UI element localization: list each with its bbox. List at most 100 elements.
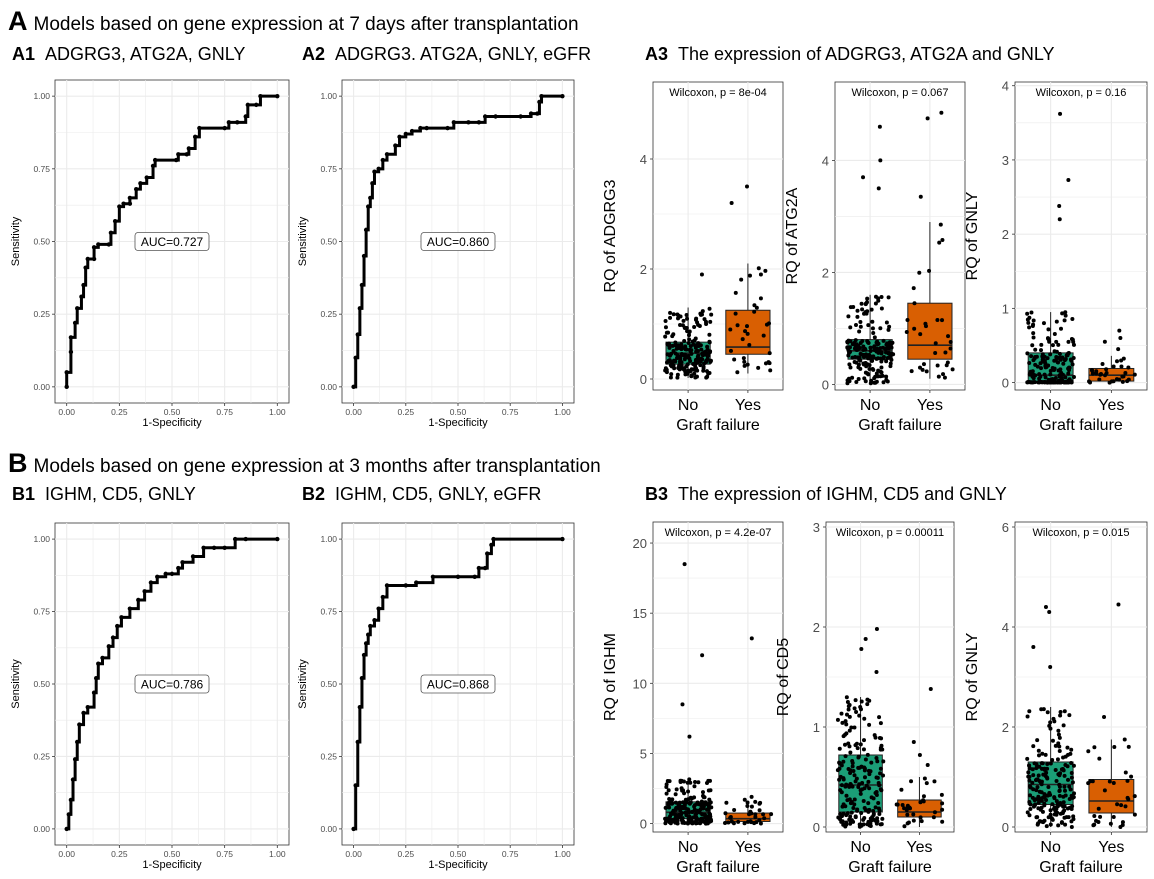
data-point xyxy=(687,337,692,342)
data-point xyxy=(1039,348,1044,353)
y-tick-label: 3 xyxy=(813,520,820,535)
data-point xyxy=(757,818,762,823)
data-point xyxy=(837,777,842,782)
roc-point xyxy=(370,181,375,186)
data-point xyxy=(866,809,871,814)
data-point xyxy=(749,804,754,809)
data-point xyxy=(1047,380,1052,385)
data-point xyxy=(1054,779,1059,784)
data-point xyxy=(747,343,752,348)
data-point xyxy=(881,338,886,343)
x-tick-label: 0.50 xyxy=(450,849,467,859)
data-point xyxy=(1063,375,1068,380)
data-point xyxy=(865,702,870,707)
outlier-point xyxy=(874,670,879,674)
data-point xyxy=(876,341,881,346)
data-point xyxy=(871,811,876,816)
data-point xyxy=(848,750,853,755)
data-point xyxy=(1027,709,1032,714)
x-tick-label: 0.00 xyxy=(345,849,362,859)
data-point xyxy=(698,312,703,317)
data-point xyxy=(948,346,953,351)
data-point xyxy=(768,368,773,373)
roc-point xyxy=(163,571,168,577)
data-point xyxy=(867,366,872,371)
data-point xyxy=(912,326,917,331)
x-tick-label: No xyxy=(678,839,699,856)
data-point xyxy=(1036,753,1041,758)
roc-point xyxy=(376,606,381,611)
data-point xyxy=(861,798,866,803)
data-point xyxy=(1057,749,1062,754)
x-tick-label: Yes xyxy=(1098,397,1124,414)
x-axis-label: 1-Specificity xyxy=(428,417,488,429)
data-point xyxy=(1126,744,1131,749)
data-point xyxy=(673,792,678,797)
data-point xyxy=(678,808,683,813)
outlier-point xyxy=(692,338,697,343)
x-tick-label: 0.50 xyxy=(164,849,181,859)
data-point xyxy=(1097,756,1102,761)
data-point xyxy=(841,822,846,827)
data-point xyxy=(1045,336,1050,341)
data-point xyxy=(1026,770,1031,775)
x-tick-label: Yes xyxy=(735,839,761,856)
data-point xyxy=(753,799,758,804)
roc-point xyxy=(430,574,436,579)
data-point xyxy=(693,345,698,350)
roc-point xyxy=(81,282,86,288)
data-point xyxy=(840,720,845,725)
data-point xyxy=(1132,372,1137,377)
data-point xyxy=(693,368,698,373)
data-point xyxy=(1028,793,1033,798)
data-point xyxy=(924,781,929,786)
data-point xyxy=(732,357,737,362)
data-point xyxy=(1057,782,1062,787)
data-point xyxy=(1064,815,1069,820)
data-point xyxy=(708,817,713,822)
data-point xyxy=(1067,713,1072,718)
x-tick-label: No xyxy=(1040,839,1061,856)
data-point xyxy=(1120,379,1125,384)
data-point xyxy=(1117,377,1122,382)
data-point xyxy=(663,319,668,324)
data-point xyxy=(1040,809,1045,814)
data-point xyxy=(705,344,710,349)
data-point xyxy=(879,306,884,311)
data-point xyxy=(888,354,893,359)
data-point xyxy=(877,783,882,788)
data-point xyxy=(1033,802,1038,807)
roc-point xyxy=(201,545,206,550)
data-point xyxy=(843,754,848,759)
outlier-point xyxy=(918,194,923,199)
roc-point xyxy=(482,114,488,119)
data-point xyxy=(1048,812,1053,817)
data-point xyxy=(1086,749,1091,754)
outlier-point xyxy=(749,794,754,799)
roc-point xyxy=(136,597,141,603)
roc-point xyxy=(148,580,154,585)
roc-point xyxy=(363,641,369,646)
data-point xyxy=(1035,738,1040,743)
data-point xyxy=(1053,768,1058,773)
data-point xyxy=(1039,790,1044,795)
y-tick-label: 1 xyxy=(813,720,820,735)
x-tick-label: 0.50 xyxy=(164,407,181,417)
data-point xyxy=(671,808,676,813)
data-point xyxy=(675,353,680,358)
roc-point xyxy=(403,131,408,137)
data-point xyxy=(905,812,910,817)
data-point xyxy=(1048,761,1053,766)
data-point xyxy=(1065,764,1070,769)
data-point xyxy=(863,757,868,762)
roc-point xyxy=(355,739,360,745)
roc-point xyxy=(418,125,423,131)
y-tick-label: 2 xyxy=(822,265,829,280)
data-point xyxy=(921,799,926,804)
data-point xyxy=(857,329,862,334)
y-tick-label: 4 xyxy=(1002,79,1009,94)
data-point xyxy=(1067,368,1072,373)
data-point xyxy=(1057,735,1062,740)
data-point xyxy=(700,816,705,821)
x-tick-label: 0.50 xyxy=(450,407,467,417)
